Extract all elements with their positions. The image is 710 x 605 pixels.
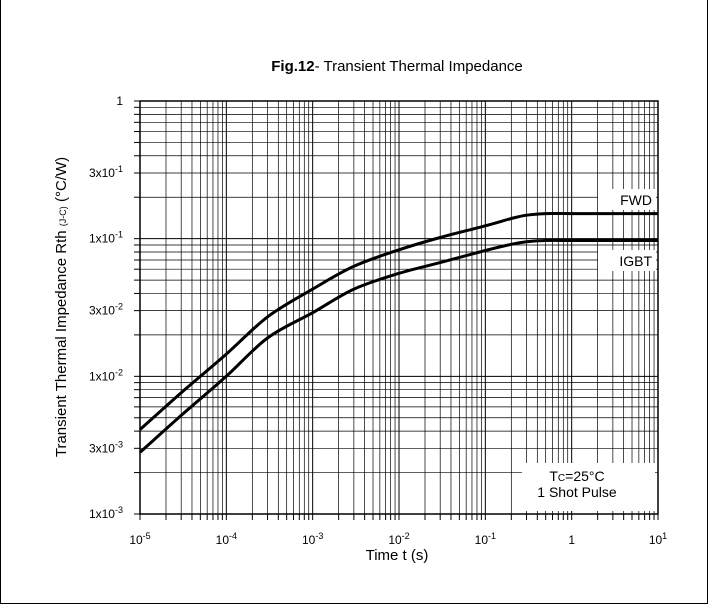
y-tick-label: 3x10-1	[89, 164, 123, 180]
x-tick-label: 1	[568, 533, 575, 547]
y-tick-label: 1x10-2	[89, 367, 123, 383]
grid	[134, 100, 659, 520]
series-label-fwd: FWD	[620, 192, 652, 208]
annotation-tc: TC=25°C	[549, 468, 604, 484]
y-tick-label: 1x10-1	[89, 230, 123, 246]
x-tick-label: 101	[649, 531, 667, 547]
x-tick-label: 10-1	[475, 531, 496, 547]
y-tick-label: 1x10-3	[89, 505, 123, 521]
series-label-igbt: IGBT	[619, 253, 652, 269]
x-axis-label: Time t (s)	[366, 547, 429, 564]
igbt-label-bg	[598, 250, 656, 271]
x-tick-labels: 10-5 10-4 10-3 10-2 10-1 1 101	[129, 531, 667, 547]
series-line-igbt	[139, 238, 658, 454]
plot-area-border	[139, 100, 659, 515]
x-tick-label: 10-3	[302, 531, 323, 547]
y-tick-label: 3x10-2	[89, 302, 123, 318]
y-tick-labels: 1 3x10-1 1x10-1 3x10-2 1x10-2 3x10-3 1x10-3	[89, 94, 123, 521]
x-tick-label: 10-4	[216, 531, 237, 547]
y-tick-label: 3x10-3	[89, 439, 123, 455]
chart-title: Fig.12- Transient Thermal Impedance	[271, 58, 523, 75]
x-tick-label: 10-2	[388, 531, 409, 547]
x-tick-label: 10-5	[129, 531, 150, 547]
fwd-label-bg	[598, 189, 656, 210]
annotation-pulse: 1 Shot Pulse	[537, 484, 617, 500]
y-axis-label: Transient Thermal Impedance Rth (J-C) (°…	[53, 157, 70, 457]
y-tick-label: 1	[116, 94, 123, 108]
series-group	[139, 212, 658, 454]
annotation-bg	[522, 463, 655, 511]
series-line-fwd	[139, 212, 658, 431]
